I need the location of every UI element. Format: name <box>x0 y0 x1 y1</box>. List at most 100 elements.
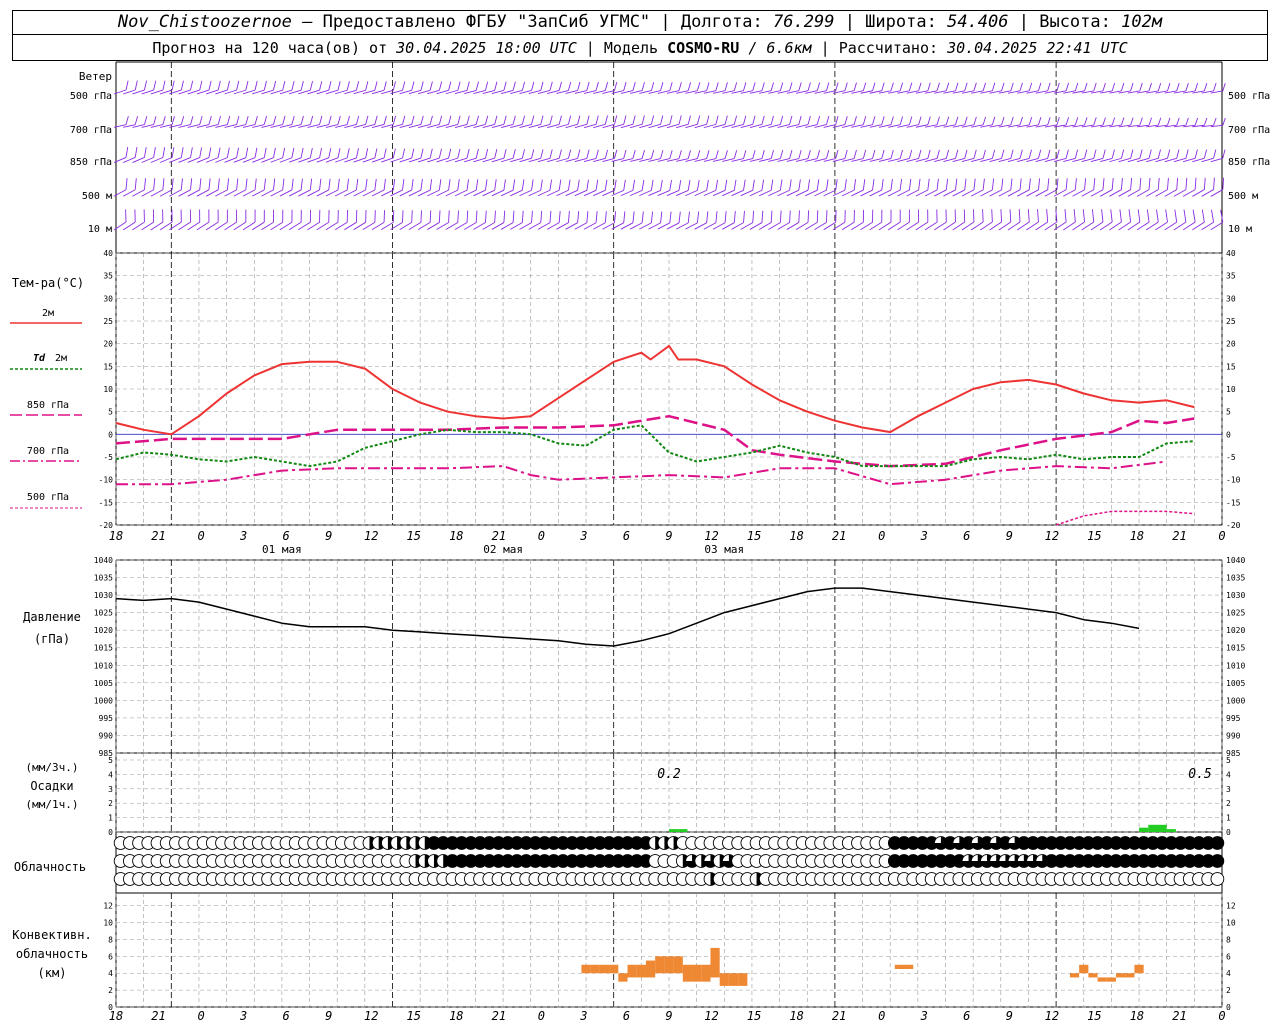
wind-barb-flag <box>577 149 581 159</box>
conv-cloud-bar <box>590 964 600 974</box>
wind-barb-shaft <box>583 123 597 129</box>
wind-barb-flag <box>254 80 258 91</box>
wind-barb-shaft <box>141 89 154 95</box>
wind-barb-flag <box>779 179 783 191</box>
wind-barb-shaft <box>482 189 495 197</box>
wind-barb-flag <box>226 116 231 125</box>
hour-tick-temp: 18 <box>449 529 463 543</box>
wind-barb-shaft <box>132 189 145 197</box>
wind-barb-shaft <box>1090 189 1104 197</box>
wind-barb-flag <box>770 179 774 191</box>
wind-barb-shaft <box>1054 124 1067 128</box>
wind-barb-shaft <box>500 157 514 163</box>
wind-barb-shaft <box>648 222 661 230</box>
hour-tick-bottom: 9 <box>1006 1009 1013 1023</box>
wind-barb-flag <box>134 147 138 158</box>
wind-barb-flag <box>328 178 331 191</box>
wind-barb-shaft <box>1164 90 1177 94</box>
wind-barb-flag <box>724 179 728 191</box>
wind-barb-flag <box>632 179 636 191</box>
wind-barb-shaft <box>620 189 634 197</box>
wind-barb-shaft <box>795 158 809 162</box>
wind-barb-shaft <box>897 189 910 197</box>
wind-barb-shaft <box>694 123 707 129</box>
wind-barb-shaft <box>1063 90 1076 94</box>
wind-barb-flag <box>180 147 184 158</box>
wind-barb-flag <box>844 116 848 125</box>
wind-barb-flag <box>743 150 747 159</box>
wind-barb-flag <box>549 81 553 91</box>
wind-barb-flag <box>1139 149 1143 159</box>
wind-barb-shaft <box>814 189 827 197</box>
wind-barb-shaft <box>841 221 855 231</box>
wind-barb-shaft <box>666 190 680 196</box>
wind-barb-shaft <box>325 189 339 197</box>
wind-barb-shaft <box>1146 90 1159 94</box>
wind-barb-flag <box>853 149 857 159</box>
hour-tick-bottom: 15 <box>407 1009 421 1023</box>
wind-barb-shaft <box>1146 189 1159 197</box>
wind-barb-shaft <box>316 124 329 128</box>
wind-barb-flag <box>512 81 516 91</box>
hour-tick-temp: 21 <box>1172 529 1186 543</box>
wind-barb-shaft <box>574 90 587 94</box>
wind-barb-flag <box>890 116 894 125</box>
wind-barb-flag <box>1001 149 1005 159</box>
wind-barb-shaft <box>980 158 993 162</box>
temp-tick-left: 30 <box>103 294 113 303</box>
wind-barb-shaft <box>371 157 385 163</box>
cloud-cover-circle <box>1210 872 1225 886</box>
wind-barb-shaft <box>233 189 247 197</box>
hour-tick-bottom: 9 <box>325 1009 332 1023</box>
wind-barb-flag <box>1211 209 1215 223</box>
wind-barb-flag <box>466 148 470 159</box>
wind-barb-shaft <box>712 189 726 197</box>
wind-barb-shaft <box>150 124 163 128</box>
conv-cloud-bar <box>1079 964 1089 974</box>
temp-tick-right: 40 <box>1226 249 1236 258</box>
wind-barb-shaft <box>344 89 357 95</box>
wind-barb-shaft <box>1063 221 1076 231</box>
wind-barb-flag <box>485 148 489 159</box>
hour-tick-bottom: 12 <box>1045 1009 1059 1023</box>
wind-barb-flag <box>1056 117 1060 126</box>
wind-barb-flag <box>660 211 663 223</box>
wind-barb-shaft <box>1201 157 1214 163</box>
wind-barb-flag <box>1222 149 1226 159</box>
wind-barb-flag <box>1102 82 1106 92</box>
wind-barb-flag <box>291 178 294 190</box>
wind-barb-shaft <box>1109 90 1122 94</box>
wind-barb-flag <box>1064 209 1067 223</box>
wind-barb-shaft <box>1063 157 1076 163</box>
wind-barb-shaft <box>897 124 910 128</box>
wind-barb-shaft <box>427 157 440 163</box>
pressure-tick-left: 1000 <box>94 696 113 705</box>
wind-barb-flag <box>1185 117 1189 126</box>
wind-barb-shaft <box>132 157 145 163</box>
wind-barb-shaft <box>325 221 339 231</box>
wind-barb-shaft <box>814 158 827 162</box>
wind-barb-shaft <box>381 124 394 128</box>
wind-barb-flag <box>1194 83 1199 92</box>
wind-barb-shaft <box>878 124 892 128</box>
wind-barb-shaft <box>602 222 615 230</box>
wind-barb-flag <box>927 149 931 159</box>
wind-barb-flag <box>540 115 544 125</box>
pressure-tick-left: 1025 <box>94 609 113 618</box>
wind-barb-shaft <box>574 222 588 230</box>
wind-barb-shaft <box>1109 157 1122 163</box>
temp-tick-left: 0 <box>108 430 113 439</box>
wind-barb-shaft <box>473 189 486 197</box>
wind-barb-flag <box>696 115 701 125</box>
wind-barb-shaft <box>1173 221 1187 231</box>
wind-barb-shaft <box>851 124 864 128</box>
wind-barb-shaft <box>860 221 873 231</box>
wind-barb-shaft <box>823 221 836 231</box>
hour-tick-bottom: 12 <box>704 1009 718 1023</box>
wind-barb-flag <box>494 210 496 223</box>
wind-barb-flag <box>309 178 313 190</box>
wind-barb-shaft <box>445 222 459 230</box>
wind-barb-shaft <box>906 158 919 162</box>
wind-barb-shaft <box>1192 90 1205 94</box>
wind-barb-flag <box>309 147 313 158</box>
